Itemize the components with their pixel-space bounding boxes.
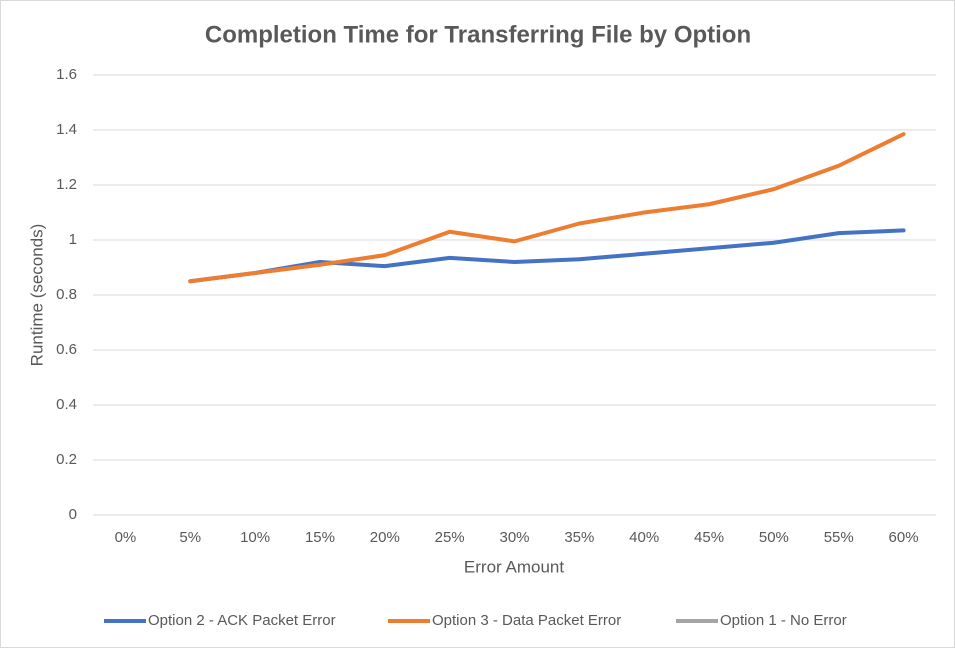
- y-tick-label: 1.4: [56, 121, 77, 138]
- y-tick-label: 0.8: [56, 286, 77, 303]
- x-tick-label: 60%: [889, 529, 919, 546]
- legend-label: Option 2 - ACK Packet Error: [148, 612, 336, 629]
- y-tick-label: 0: [69, 506, 77, 523]
- y-tick-label: 1: [69, 231, 77, 248]
- y-tick-label: 1.2: [56, 176, 77, 193]
- x-tick-label: 55%: [824, 529, 854, 546]
- y-tick-label: 0.2: [56, 451, 77, 468]
- x-tick-label: 15%: [305, 529, 335, 546]
- x-tick-label: 45%: [694, 529, 724, 546]
- series-line: [188, 132, 906, 284]
- x-tick-label: 50%: [759, 529, 789, 546]
- x-tick-label: 5%: [179, 529, 201, 546]
- legend-label: Option 1 - No Error: [720, 612, 847, 629]
- x-tick-label: 40%: [629, 529, 659, 546]
- x-tick-label: 25%: [435, 529, 465, 546]
- series-line: [188, 228, 906, 284]
- legend-label: Option 3 - Data Packet Error: [432, 612, 621, 629]
- x-tick-label: 0%: [115, 529, 137, 546]
- x-tick-label: 35%: [564, 529, 594, 546]
- y-axis-label: Runtime (seconds): [27, 224, 46, 367]
- y-tick-label: 1.6: [56, 66, 77, 83]
- y-tick-label: 0.6: [56, 341, 77, 358]
- x-tick-label: 20%: [370, 529, 400, 546]
- x-axis-label: Error Amount: [464, 557, 564, 576]
- y-tick-label: 0.4: [56, 396, 77, 413]
- x-tick-label: 30%: [499, 529, 529, 546]
- x-tick-label: 10%: [240, 529, 270, 546]
- chart-title: Completion Time for Transferring File by…: [205, 21, 751, 48]
